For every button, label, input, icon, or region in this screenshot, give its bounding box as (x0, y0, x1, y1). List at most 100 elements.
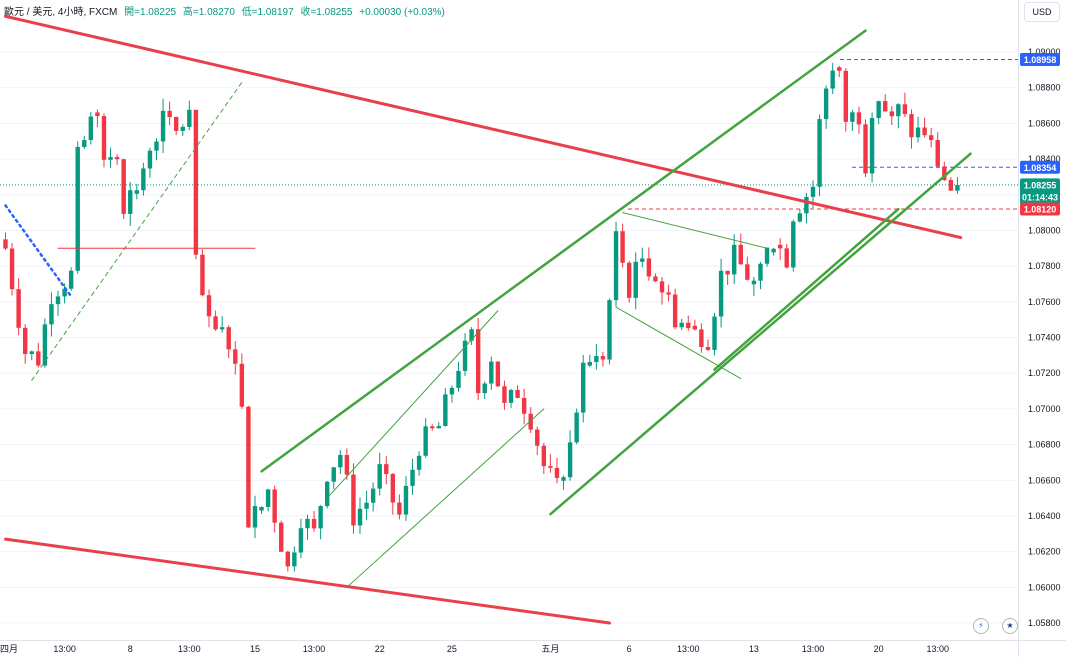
candle (49, 292, 54, 337)
candle-body (68, 270, 74, 289)
candle (902, 92, 908, 117)
time-tick-label: 13:00 (178, 644, 201, 654)
candle-body (928, 135, 934, 141)
last-badge (1020, 178, 1060, 205)
candle (95, 109, 100, 128)
price-tick-label: 1.05800 (1028, 618, 1061, 628)
price-tick-label: 1.06200 (1028, 547, 1061, 557)
price-tick-label: 1.06800 (1028, 440, 1061, 450)
candle-body (902, 104, 908, 115)
time-tick-label: 6 (627, 644, 632, 654)
candle-body (436, 426, 441, 429)
candle-body (791, 221, 796, 268)
candle (659, 277, 665, 305)
time-tick-label: 五月 (541, 644, 559, 654)
candle (423, 418, 428, 458)
mid-badge-label: 1.08354 (1024, 163, 1057, 173)
us-flag-icon[interactable]: ★ (1002, 618, 1018, 634)
candle-body (804, 196, 809, 214)
last-badge-label: 1.08255 (1024, 180, 1057, 190)
candle-body (416, 455, 422, 470)
candle-body (193, 109, 199, 255)
price-tick-label: 1.06400 (1028, 511, 1061, 521)
candle-body (626, 262, 632, 298)
candle-body (357, 508, 363, 526)
candle-body (581, 362, 586, 413)
price-tick-label: 1.07800 (1028, 261, 1061, 271)
candle (613, 221, 619, 307)
candle-body (213, 316, 218, 330)
candle (410, 458, 415, 495)
time-tick-label: 13:00 (926, 644, 949, 654)
candle-body (915, 127, 921, 138)
candle (515, 385, 520, 399)
candle (55, 290, 61, 317)
candle-body (390, 473, 396, 503)
candle (909, 109, 914, 149)
price-tick-label: 1.06600 (1028, 475, 1061, 485)
candle-body (554, 467, 560, 479)
candle-body (449, 387, 455, 395)
candle (449, 385, 455, 403)
candle (364, 490, 369, 520)
candle-body (489, 361, 494, 384)
candle-body (154, 141, 159, 151)
candle (121, 158, 126, 220)
candle-body (265, 489, 271, 507)
candle-body (764, 247, 770, 264)
candle (535, 426, 540, 455)
candle (338, 450, 343, 475)
candle (915, 116, 921, 143)
candle-body (784, 248, 789, 268)
candle (101, 113, 107, 168)
candle (252, 495, 258, 539)
candle (633, 252, 638, 310)
candle (784, 243, 789, 269)
candle (42, 318, 48, 368)
candle-body (22, 327, 28, 355)
candle-body (108, 157, 113, 160)
candle-body (817, 119, 822, 187)
candle-body (883, 101, 888, 112)
candle-body (508, 389, 514, 403)
candle-body (292, 552, 297, 567)
candle (219, 316, 225, 333)
candle (285, 550, 290, 572)
lightning-icon[interactable]: ⚡ (973, 618, 989, 634)
candle-body (896, 104, 901, 117)
candle-body (29, 351, 34, 355)
candle (154, 138, 159, 161)
candle-body (173, 117, 179, 131)
candle-body (777, 244, 783, 249)
price-tick-label: 1.08600 (1028, 118, 1061, 128)
candle-body (9, 248, 15, 290)
candle-body (272, 489, 277, 523)
candle-body (206, 295, 212, 317)
candle (672, 288, 678, 330)
candle-body (856, 112, 862, 125)
candle (758, 261, 763, 290)
price-tick-label: 1.09000 (1028, 47, 1061, 57)
candle-body (633, 261, 638, 298)
support-badge-label: 1.08120 (1024, 205, 1057, 215)
candle (36, 343, 41, 368)
price-tick-label: 1.06000 (1028, 582, 1061, 592)
candle-body (95, 112, 100, 117)
candle (344, 448, 350, 480)
candle (607, 298, 612, 365)
candle (9, 242, 15, 296)
candle (843, 68, 849, 132)
candle-body (600, 356, 606, 360)
candle-body (233, 349, 238, 364)
candle (777, 238, 783, 261)
candle-body (36, 351, 41, 366)
candle (239, 353, 245, 409)
time-tick-label: 四月 (0, 644, 18, 654)
candle-body (751, 280, 757, 285)
candle-body (535, 429, 540, 446)
candle (482, 381, 487, 400)
currency-button[interactable]: USD (1024, 2, 1060, 22)
candle (193, 109, 199, 260)
